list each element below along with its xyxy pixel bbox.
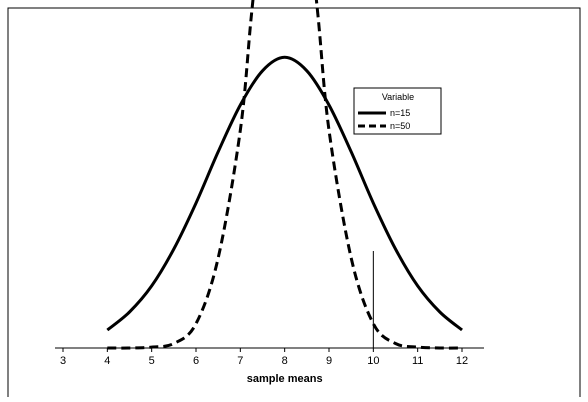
x-tick-label-8: 8	[282, 355, 288, 367]
x-axis-title: sample means	[247, 373, 323, 385]
series-curve-n50	[107, 0, 463, 350]
legend-entry-n15: n=15	[390, 108, 410, 118]
x-tick-label-12: 12	[456, 355, 468, 367]
legend-title: Variable	[382, 92, 414, 102]
x-tick-label-10: 10	[367, 355, 379, 367]
x-tick-label-11: 11	[412, 355, 423, 367]
curves-group	[106, 0, 463, 350]
legend: Variable n=15 n=50	[353, 87, 442, 135]
x-tick-label-3: 3	[60, 355, 66, 367]
series-curve-n15	[106, 55, 463, 332]
x-axis: 3 4 5 6 7 8 9 10 11 12	[55, 347, 484, 367]
x-tick-label-5: 5	[149, 355, 155, 367]
chart-frame	[7, 7, 581, 402]
x-tick-label-9: 9	[326, 355, 332, 367]
x-tick-label-7: 7	[237, 355, 243, 367]
x-tick-label-6: 6	[193, 355, 199, 367]
legend-entry-n50: n=50	[390, 121, 410, 131]
legend-box	[353, 87, 442, 135]
x-tick-label-4: 4	[104, 355, 110, 367]
